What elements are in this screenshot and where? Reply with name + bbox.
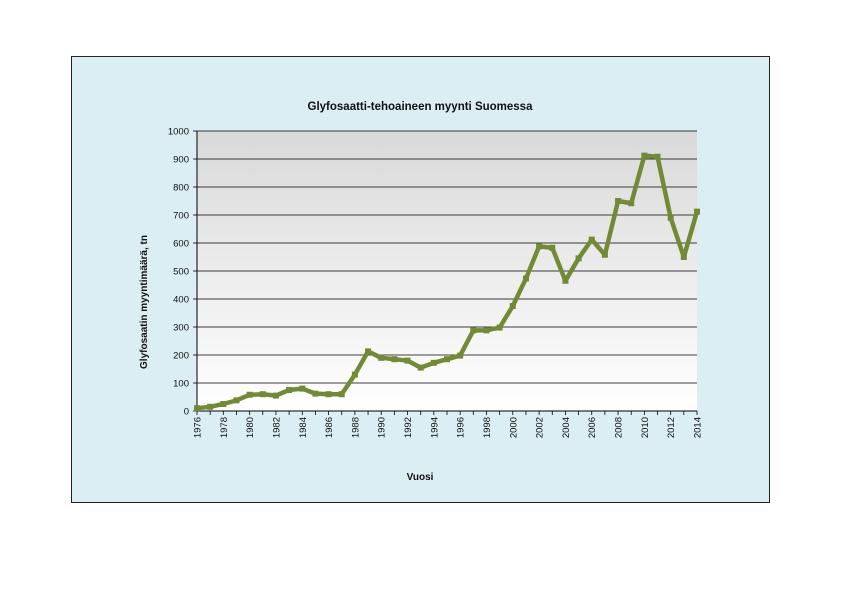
y-tick-label: 400 [173, 295, 189, 306]
data-point [615, 198, 622, 204]
y-tick-label: 1000 [168, 127, 189, 138]
data-point [391, 356, 398, 363]
y-tick-label: 300 [173, 323, 189, 334]
x-tick-label: 1992 [403, 417, 414, 438]
x-tick-label: 1978 [219, 417, 230, 438]
data-point [601, 251, 608, 258]
y-tick-label: 700 [173, 211, 189, 222]
x-axis-title: Vuosi [407, 472, 434, 483]
y-tick-labels: 0 100 200 300 400 500 600 700 800 900 1000 [168, 127, 189, 418]
x-tick-label: 2014 [693, 417, 704, 438]
data-point [272, 392, 279, 399]
x-tick-label: 2004 [561, 417, 572, 438]
x-tick-label: 2012 [666, 417, 677, 438]
data-point [588, 236, 595, 243]
data-point [470, 327, 477, 334]
x-tick-label: 2006 [587, 417, 598, 438]
x-tick-label: 2002 [535, 417, 546, 438]
data-point [259, 391, 266, 398]
chart-title: Glyfosaatti-tehoaineen myynti Suomessa [308, 101, 534, 113]
x-tick-label: 1990 [377, 417, 388, 438]
y-tick-label: 800 [173, 183, 189, 194]
x-tick-label: 1982 [271, 417, 282, 438]
x-tick-label: 1994 [429, 417, 440, 438]
series-points [194, 152, 700, 412]
x-tick-label: 1988 [350, 417, 361, 438]
y-tick-label: 900 [173, 155, 189, 166]
data-point [628, 200, 635, 207]
data-point [457, 352, 464, 359]
x-tick-label: 2000 [508, 417, 519, 438]
data-point [417, 364, 424, 371]
y-axis-title: Glyfosaatin myyntimäärä, tn [139, 235, 150, 369]
data-point [220, 401, 227, 407]
data-point [404, 357, 411, 364]
axes [196, 131, 698, 415]
data-point [654, 153, 661, 160]
data-point [325, 391, 332, 398]
x-tick-label: 1996 [456, 417, 467, 438]
data-point [351, 371, 358, 378]
y-tick-label: 0 [184, 407, 189, 418]
x-tick-label: 1986 [324, 417, 335, 438]
data-point [338, 391, 345, 398]
data-point [378, 354, 385, 361]
data-point [286, 387, 293, 393]
data-point [444, 356, 450, 363]
data-point [365, 348, 372, 355]
data-point [483, 327, 490, 334]
data-point [680, 254, 687, 260]
data-point [562, 277, 569, 284]
x-tick-labels: 1976 1978 1980 1982 1984 1986 1988 1990 1992 1994… [193, 417, 704, 438]
data-point [430, 359, 437, 366]
x-tick-label: 1980 [245, 417, 256, 438]
x-tick-label: 1984 [298, 417, 309, 438]
data-point [194, 405, 200, 412]
data-point [694, 208, 700, 215]
data-point [549, 244, 556, 251]
data-point [575, 255, 582, 262]
data-point [536, 243, 543, 250]
x-tick-label: 1998 [482, 417, 493, 438]
data-point [509, 303, 516, 309]
y-tick-label: 600 [173, 239, 189, 250]
data-point [246, 391, 253, 398]
data-point [522, 275, 529, 282]
x-tick-label: 1976 [193, 417, 204, 438]
y-tick-label: 200 [173, 351, 189, 362]
data-point [667, 214, 674, 221]
data-point [207, 403, 214, 410]
data-point [496, 324, 503, 331]
x-tick-label: 2010 [640, 417, 651, 438]
x-tick-label: 2008 [614, 417, 625, 438]
gridlines [193, 130, 697, 412]
y-tick-label: 100 [173, 379, 189, 390]
data-point [233, 397, 240, 404]
data-point [641, 152, 648, 159]
y-tick-label: 500 [173, 267, 189, 278]
data-point [312, 390, 319, 397]
data-point [299, 385, 306, 392]
